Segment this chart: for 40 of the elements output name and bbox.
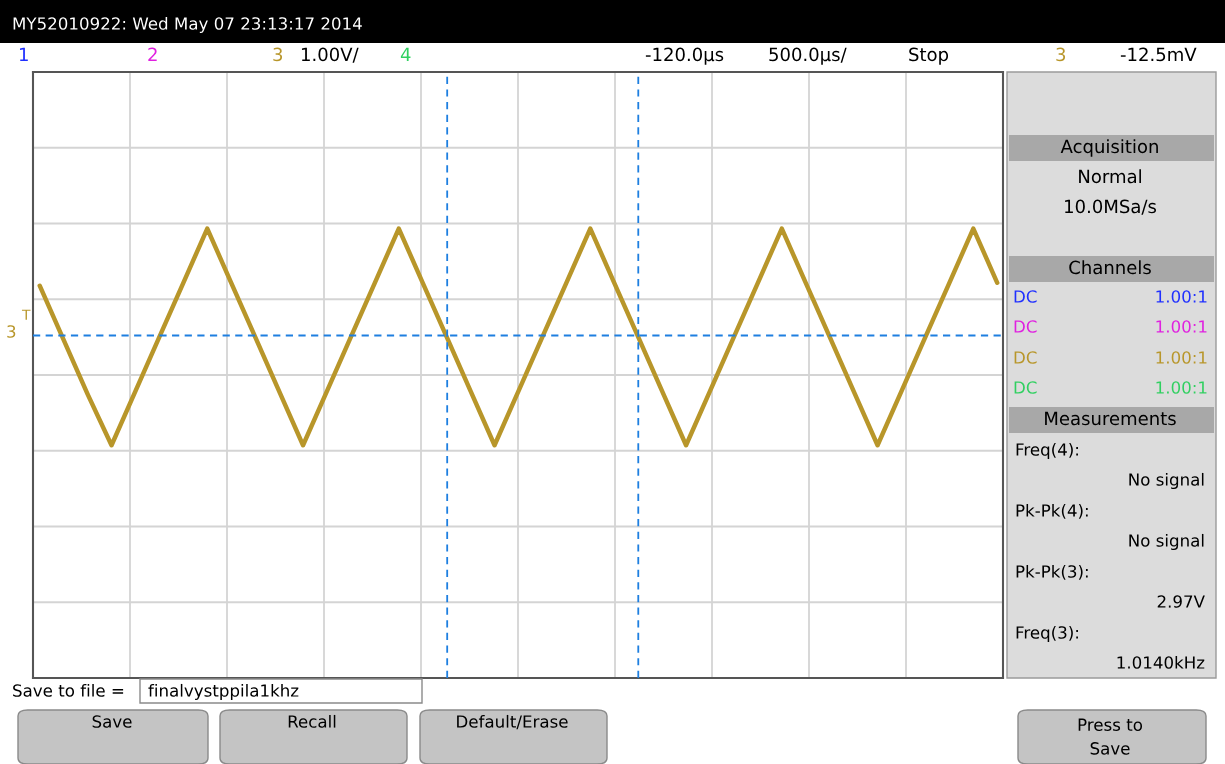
text: 4	[400, 47, 411, 61]
text: 1.00:1	[1156, 320, 1207, 333]
text: 1.00:1	[1156, 381, 1207, 394]
text: Pk-Pk(4):	[1016, 503, 1088, 519]
text: MY52010922: Wed May 07 23:13:17 2014	[13, 16, 362, 34]
text: 1.0140kHz	[1117, 655, 1205, 669]
text: 3	[273, 47, 283, 62]
text: Default/Erase	[457, 714, 568, 730]
text: 1.00V/	[301, 47, 359, 63]
text: 3	[7, 325, 16, 338]
text: 10.0MSa/s	[1065, 199, 1157, 215]
text: Normal	[1079, 169, 1141, 184]
text: Recall	[288, 714, 336, 728]
text: Channels	[1069, 260, 1151, 275]
text: Save to file =	[13, 683, 124, 697]
text: Measurements	[1045, 411, 1176, 426]
text: 500.0µs/	[769, 47, 847, 65]
text: Pk-Pk(3):	[1016, 564, 1088, 580]
text: DC	[1014, 381, 1037, 394]
text: T	[21, 309, 31, 320]
text: DC	[1014, 320, 1037, 333]
text: No signal	[1129, 472, 1204, 490]
text: Freq(4):	[1016, 442, 1078, 460]
text: -120.0µs	[645, 47, 724, 65]
text: -12.5mV	[1120, 47, 1197, 62]
text: 2.97V	[1157, 595, 1205, 608]
text: DC	[1014, 351, 1037, 364]
text: Save	[92, 715, 132, 728]
text: 3	[1056, 47, 1066, 62]
text: 2	[148, 47, 157, 61]
text: 1	[19, 47, 28, 61]
text: 1.00:1	[1156, 290, 1207, 303]
text: finalvystppila1khz	[148, 683, 299, 701]
text: DC	[1014, 290, 1037, 303]
text: Stop	[909, 47, 949, 65]
text: Acquisition	[1060, 139, 1158, 157]
text: Press to Save	[1078, 718, 1143, 755]
text: No signal	[1129, 533, 1204, 551]
text: 1.00:1	[1156, 351, 1207, 364]
text: Freq(3):	[1016, 625, 1078, 643]
